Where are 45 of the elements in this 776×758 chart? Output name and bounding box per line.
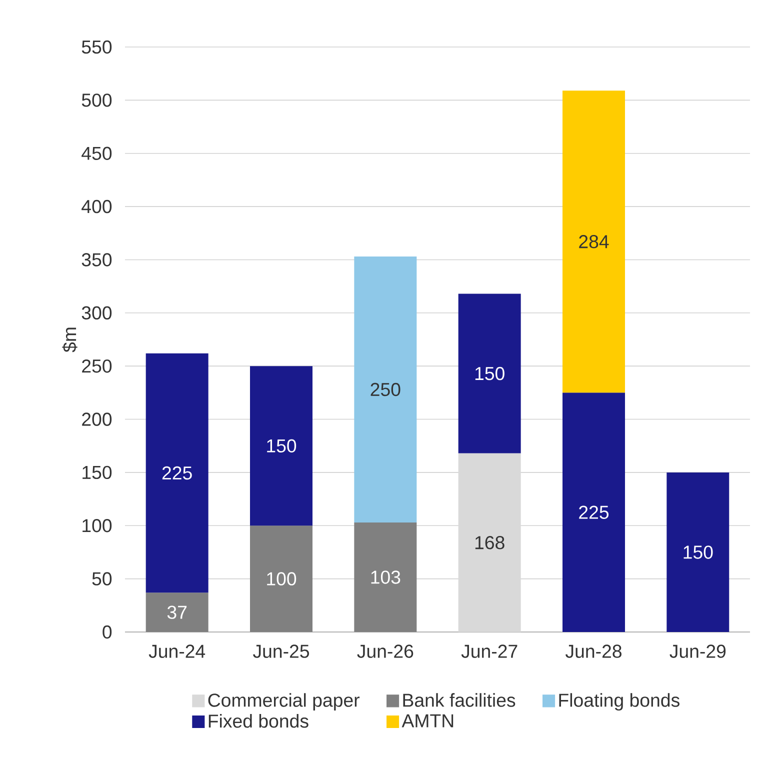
x-tick-label: Jun-24 (148, 644, 206, 658)
y-tick-label: 100 (82, 519, 112, 532)
data-label: 103 (371, 570, 400, 584)
data-label: 150 (267, 439, 296, 452)
y-tick-label: 250 (82, 359, 112, 373)
bar (458, 294, 521, 454)
data-label: 150 (475, 366, 504, 380)
x-tick-label: Jun-28 (566, 644, 622, 658)
x-tick-label: Jun-25 (253, 644, 309, 658)
legend-label: Fixed bonds (208, 714, 308, 728)
y-tick-label: 350 (82, 253, 112, 266)
y-tick-label: 400 (82, 200, 112, 214)
y-tick-label: 550 (82, 40, 112, 54)
y-tick-label: 500 (82, 94, 112, 107)
legend-label: Commercial paper (208, 693, 360, 711)
y-tick-label: 50 (92, 572, 112, 586)
bar (354, 522, 417, 632)
data-label: 250 (370, 382, 400, 396)
data-label: 225 (162, 466, 192, 480)
legend-label: Floating bonds (559, 693, 680, 711)
bar (562, 392, 625, 632)
data-label: 37 (167, 606, 187, 619)
data-label: 168 (475, 536, 504, 550)
bar (666, 472, 730, 632)
bar (250, 526, 312, 632)
y-tick-label: 200 (82, 412, 112, 426)
data-label: 284 (579, 235, 609, 248)
data-label: 150 (684, 546, 713, 559)
data-label: 100 (267, 572, 296, 586)
bar (146, 353, 208, 593)
legend-label: Bank facilities (403, 693, 516, 707)
y-tick-label: 300 (82, 306, 112, 320)
bar (250, 366, 312, 526)
y-tick-label: 150 (82, 466, 112, 480)
y-tick-label: 0 (102, 625, 112, 639)
bar (146, 592, 208, 632)
y-tick-label: 450 (82, 146, 112, 160)
legend-label: AMTN (402, 714, 454, 728)
bar (354, 256, 417, 522)
x-tick-label: Jun-26 (357, 644, 414, 658)
y-axis-title: $m (62, 328, 78, 352)
bar (562, 90, 625, 393)
data-label: 225 (579, 506, 609, 519)
x-tick-label: Jun-27 (461, 644, 518, 658)
x-tick-label: Jun-29 (670, 644, 726, 658)
